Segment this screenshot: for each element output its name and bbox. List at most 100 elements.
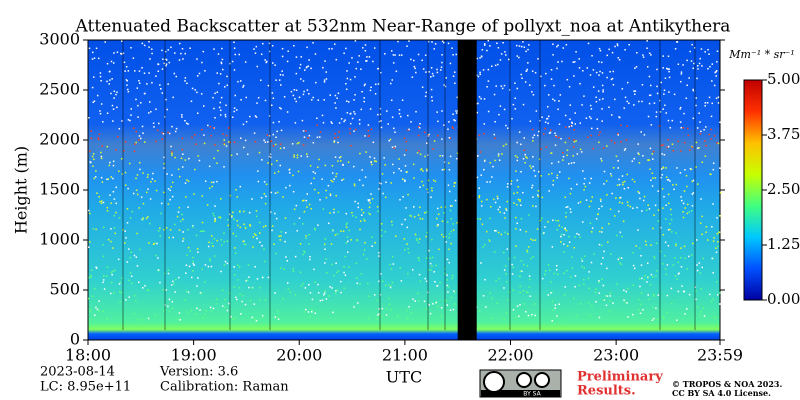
speckle — [148, 46, 150, 48]
speckle — [216, 239, 219, 242]
speckle — [274, 143, 277, 146]
speckle — [258, 221, 261, 224]
speckle — [588, 205, 591, 208]
speckle — [717, 142, 720, 145]
speckle — [612, 70, 615, 73]
speckle — [257, 170, 259, 172]
speckle — [110, 240, 112, 243]
speckle — [206, 204, 209, 206]
speckle — [182, 218, 184, 221]
speckle — [589, 222, 592, 225]
speckle — [173, 72, 176, 75]
speckle — [475, 74, 478, 76]
speckle — [309, 255, 311, 258]
speckle — [334, 43, 336, 45]
speckle — [346, 236, 349, 238]
speckle — [430, 76, 432, 78]
speckle — [624, 147, 627, 150]
speckle — [89, 212, 91, 215]
speckle — [324, 290, 326, 292]
speckle — [592, 147, 594, 150]
speckle — [640, 131, 642, 133]
speckle — [546, 105, 549, 108]
speckle — [119, 300, 121, 303]
speckle — [684, 257, 686, 260]
speckle — [572, 61, 575, 63]
speckle — [347, 240, 349, 243]
speckle — [242, 240, 245, 243]
speckle — [334, 102, 336, 104]
speckle — [156, 242, 158, 245]
speckle — [645, 209, 648, 212]
speckle — [94, 314, 96, 316]
speckle — [634, 67, 636, 69]
speckle — [447, 128, 449, 131]
speckle — [323, 292, 326, 294]
speckle — [421, 218, 424, 220]
speckle — [424, 211, 426, 214]
speckle — [391, 116, 394, 118]
speckle — [615, 155, 618, 158]
speckle — [288, 172, 291, 174]
speckle — [265, 195, 267, 198]
speckle — [695, 104, 697, 107]
speckle — [221, 289, 224, 291]
speckle — [236, 196, 239, 198]
speckle — [679, 256, 682, 259]
speckle — [698, 262, 701, 264]
speckle — [88, 47, 91, 50]
speckle — [127, 88, 129, 91]
speckle — [555, 264, 558, 267]
speckle — [167, 188, 170, 190]
speckle — [220, 198, 222, 200]
speckle — [689, 168, 692, 170]
speckle — [390, 220, 393, 223]
speckle — [486, 198, 488, 201]
speckle — [556, 229, 558, 231]
speckle — [675, 232, 677, 234]
speckle — [219, 216, 222, 219]
speckle — [656, 68, 658, 71]
speckle — [531, 70, 534, 72]
speckle — [587, 301, 590, 304]
speckle — [369, 108, 372, 110]
speckle — [447, 291, 449, 293]
speckle — [655, 307, 657, 310]
speckle — [95, 266, 97, 268]
x-tick-label: 20:00 — [276, 346, 322, 365]
speckle — [488, 240, 491, 242]
speckle — [528, 214, 530, 216]
speckle — [544, 226, 546, 228]
speckle — [167, 131, 169, 134]
speckle — [483, 43, 486, 45]
speckle — [581, 221, 584, 223]
speckle — [676, 278, 678, 280]
speckle — [377, 113, 379, 116]
speckle — [599, 198, 602, 201]
speckle — [525, 230, 527, 233]
speckle — [142, 202, 145, 205]
speckle — [357, 302, 359, 304]
speckle — [436, 225, 439, 227]
speckle — [93, 76, 95, 78]
speckle — [611, 51, 614, 54]
speckle — [598, 208, 600, 210]
speckle — [407, 247, 409, 250]
speckle — [436, 71, 439, 74]
speckle — [418, 127, 421, 129]
speckle — [712, 298, 714, 300]
speckle — [208, 165, 211, 168]
speckle — [263, 193, 266, 195]
speckle — [157, 70, 160, 73]
speckle — [552, 179, 555, 182]
speckle — [695, 166, 697, 168]
speckle — [189, 47, 191, 49]
speckle — [223, 143, 226, 146]
speckle — [267, 162, 269, 164]
speckle — [336, 271, 338, 274]
speckle — [343, 52, 345, 55]
speckle — [181, 116, 183, 118]
speckle — [331, 172, 334, 174]
speckle — [261, 276, 264, 279]
speckle — [356, 277, 358, 279]
